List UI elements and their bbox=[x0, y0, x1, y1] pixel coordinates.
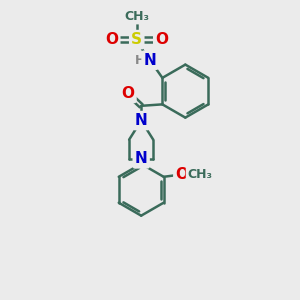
Text: O: O bbox=[176, 167, 188, 182]
Text: CH₃: CH₃ bbox=[188, 168, 213, 181]
Text: N: N bbox=[144, 53, 156, 68]
Text: O: O bbox=[155, 32, 168, 47]
Text: CH₃: CH₃ bbox=[124, 10, 149, 22]
Text: H: H bbox=[135, 54, 146, 67]
Text: O: O bbox=[122, 86, 134, 101]
Text: S: S bbox=[131, 32, 142, 47]
Text: N: N bbox=[135, 113, 148, 128]
Text: N: N bbox=[135, 151, 148, 166]
Text: O: O bbox=[105, 32, 118, 47]
